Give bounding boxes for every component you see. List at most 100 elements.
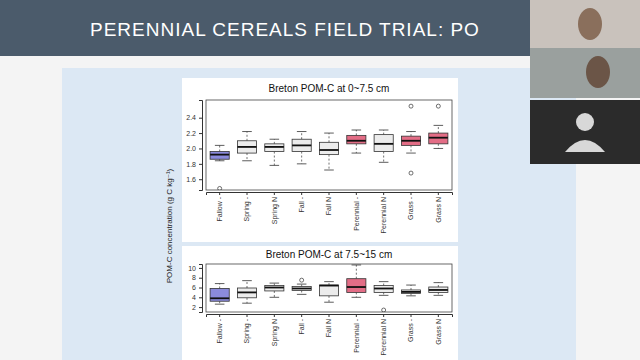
median	[401, 140, 420, 142]
median	[292, 288, 311, 290]
median	[347, 140, 366, 142]
slide-background	[0, 0, 640, 360]
whisker-cap-lower	[242, 160, 252, 161]
y-tick: 2	[192, 304, 202, 311]
y-tick: 2.2	[186, 130, 202, 137]
whisker-lower	[274, 291, 275, 297]
avatar-body	[565, 140, 605, 152]
y-tick-label: 1.6	[186, 176, 196, 183]
whisker-lower	[329, 296, 330, 302]
whisker-cap-lower	[215, 304, 225, 305]
header-band	[0, 0, 640, 56]
y-axis: 246810	[188, 265, 202, 313]
x-tick: Grass N	[435, 314, 442, 345]
whisker-lower	[438, 144, 439, 149]
x-tick-label: Spring N	[271, 319, 279, 346]
x-tick: Spring -	[243, 314, 251, 344]
y-tick-mark	[199, 118, 202, 119]
x-tick-label: Fall N	[325, 319, 332, 337]
x-tick-mark	[274, 192, 275, 195]
x-tick-label: Perennial -	[353, 318, 360, 353]
y-tick: 6	[192, 284, 202, 291]
y-tick-mark	[199, 148, 202, 149]
x-tick-label: Perennial N	[380, 319, 387, 356]
y-tick-mark	[199, 179, 202, 180]
box-group	[374, 130, 393, 162]
whisker-cap-lower	[379, 162, 389, 163]
x-tick-mark	[219, 314, 220, 317]
y-tick: 8	[192, 274, 202, 281]
median	[210, 154, 229, 156]
x-tick-label: Grass N	[435, 197, 442, 223]
x-tick: Spring -	[243, 192, 251, 222]
whisker-cap-upper	[270, 283, 280, 284]
median	[374, 288, 393, 290]
whisker-lower	[438, 292, 439, 295]
whisker-lower	[383, 152, 384, 163]
box	[237, 141, 256, 153]
y-tick-label: 2.2	[186, 130, 196, 137]
x-tick-mark	[301, 192, 302, 195]
x-tick-label: Fall -	[298, 196, 305, 212]
box-group	[210, 145, 229, 190]
whisker-cap-upper	[406, 131, 416, 132]
x-tick-mark	[247, 314, 248, 317]
x-tick: Grass -	[407, 192, 414, 220]
whisker-cap-upper	[352, 264, 362, 265]
whisker-lower	[356, 144, 357, 153]
x-tick: Grass -	[407, 314, 414, 342]
whisker-cap-upper	[406, 285, 416, 286]
whisker-upper	[383, 282, 384, 286]
whisker-upper	[438, 125, 439, 133]
box	[374, 135, 393, 152]
y-tick: 2.4	[186, 114, 202, 121]
x-tick-label: Perennial -	[353, 196, 360, 231]
box	[429, 287, 448, 292]
box	[319, 285, 338, 296]
y-axis-line	[199, 265, 203, 313]
y-tick-mark	[199, 278, 202, 279]
median	[265, 146, 284, 148]
whisker-cap-upper	[434, 282, 444, 283]
median	[347, 286, 366, 288]
whisker-cap-upper	[242, 280, 252, 281]
x-tick: Fallow -	[216, 192, 223, 222]
whisker-upper	[274, 139, 275, 144]
slide-title: PERENNIAL CEREALS FIELD TRIAL: PO	[90, 19, 480, 40]
y-tick-label: 2.4	[186, 114, 196, 121]
x-tick-label: Grass N	[435, 319, 442, 345]
box-group	[319, 282, 338, 303]
whisker-cap-lower	[352, 153, 362, 154]
whisker-cap-lower	[324, 170, 334, 171]
x-tick-label: Grass -	[407, 196, 414, 220]
whisker-cap-lower	[270, 165, 280, 166]
box-group	[265, 283, 284, 297]
box-group	[401, 285, 420, 296]
x-tick-label: Grass -	[407, 318, 414, 342]
whisker-upper	[329, 133, 330, 142]
y-tick-label: 10	[188, 265, 196, 272]
box-group	[401, 104, 420, 175]
median	[319, 285, 338, 287]
box-group	[429, 104, 448, 148]
whisker-upper	[247, 281, 248, 288]
y-axis-title: POM-C concentration (g C kg⁻¹)	[165, 168, 174, 283]
box-group	[292, 278, 311, 294]
x-tick-label: Fallow -	[216, 318, 223, 343]
x-tick: Fall N	[325, 314, 332, 337]
whisker-cap-lower	[379, 295, 389, 296]
y-tick-label: 8	[192, 274, 196, 281]
box	[374, 286, 393, 293]
x-axis-line	[207, 193, 453, 196]
y-tick-mark	[199, 133, 202, 134]
whisker-lower	[247, 153, 248, 161]
whisker-lower	[356, 292, 357, 297]
x-tick-mark	[274, 314, 275, 317]
x-tick: Fall -	[298, 314, 305, 335]
whisker-cap-upper	[297, 131, 307, 132]
y-tick: 10	[188, 265, 202, 272]
whisker-upper	[411, 285, 412, 290]
box-group	[292, 132, 311, 164]
whisker-cap-lower	[324, 302, 334, 303]
whisker-cap-lower	[406, 295, 416, 296]
